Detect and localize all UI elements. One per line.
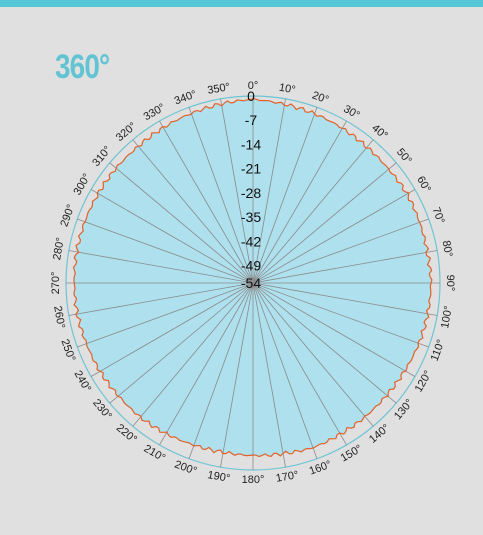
angle-spoke xyxy=(159,282,254,446)
angle-tick-label: 270° xyxy=(50,272,62,295)
angle-spoke xyxy=(77,218,254,284)
radial-tick-label: -54 xyxy=(241,275,261,291)
radial-tick-label: 0 xyxy=(247,88,255,104)
angle-tick-label: 350° xyxy=(207,81,232,97)
top-accent-bar xyxy=(0,0,483,7)
angle-spoke xyxy=(90,282,254,377)
angle-spoke xyxy=(220,98,254,284)
angle-tick-label: 160° xyxy=(308,459,333,478)
angle-spoke xyxy=(252,139,374,284)
angle-spoke xyxy=(77,282,254,348)
angle-spoke xyxy=(109,162,254,284)
angle-spoke xyxy=(252,162,397,284)
angle-spoke xyxy=(252,282,429,348)
angle-tick-label: 180° xyxy=(242,474,265,486)
angle-tick-label: 210° xyxy=(142,443,168,465)
angle-tick-label: 60° xyxy=(414,174,433,194)
angle-spoke xyxy=(220,282,254,468)
angle-spoke xyxy=(252,189,416,284)
angle-spoke xyxy=(252,282,438,316)
radial-tick-label: -28 xyxy=(241,185,261,201)
angle-spoke xyxy=(132,139,254,284)
radial-tick-label: -14 xyxy=(241,137,261,153)
angle-tick-label: 130° xyxy=(392,397,416,422)
angle-tick-label: 100° xyxy=(439,305,455,330)
angle-spoke xyxy=(68,282,254,316)
angle-tick-label: 280° xyxy=(51,237,67,262)
angle-tick-label: 20° xyxy=(311,89,331,106)
angle-spoke xyxy=(252,218,429,284)
angle-spoke xyxy=(159,120,254,284)
radial-tick-label: -35 xyxy=(241,209,261,225)
angle-tick-label: 90° xyxy=(444,275,456,292)
angle-spoke xyxy=(252,282,397,404)
angle-tick-label: 150° xyxy=(339,443,365,465)
pattern-trace xyxy=(72,98,433,458)
angle-tick-label: 0° xyxy=(248,80,259,92)
angle-tick-label: 320° xyxy=(114,120,139,144)
angle-tick-label: 330° xyxy=(142,102,168,124)
angle-spoke xyxy=(132,282,254,427)
angle-spoke xyxy=(252,98,286,284)
angle-tick-label: 220° xyxy=(114,422,139,446)
angle-tick-label: 250° xyxy=(58,338,77,363)
radial-tick-label: -49 xyxy=(241,258,261,274)
angle-tick-label: 260° xyxy=(51,305,67,330)
angle-tick-label: 240° xyxy=(72,369,94,395)
angle-spoke xyxy=(68,250,254,284)
angle-spoke xyxy=(252,250,438,284)
angle-spoke xyxy=(252,282,416,377)
angle-spoke xyxy=(188,282,254,459)
angle-spokes xyxy=(66,96,440,470)
angle-spoke xyxy=(252,282,347,446)
angle-tick-label: 120° xyxy=(413,369,435,395)
angle-tick-label: 10° xyxy=(278,82,296,97)
angle-tick-label: 200° xyxy=(173,459,198,478)
radial-tick-label: -7 xyxy=(245,112,258,128)
panel-title: 360° xyxy=(55,48,110,86)
angle-spoke xyxy=(188,107,254,284)
angle-tick-label: 140° xyxy=(367,422,392,446)
angle-tick-label: 170° xyxy=(275,469,300,485)
angle-tick-label: 30° xyxy=(341,103,361,122)
angle-tick-label: 300° xyxy=(72,172,94,198)
angle-spoke xyxy=(109,282,254,404)
angle-tick-label: 110° xyxy=(429,338,448,363)
angle-spoke xyxy=(252,120,347,284)
angle-tick-label: 230° xyxy=(90,397,114,422)
angle-tick-label: 290° xyxy=(58,203,77,228)
angle-tick-label: 310° xyxy=(90,144,114,169)
angle-tick-label: 340° xyxy=(173,88,198,107)
angle-tick-label: 80° xyxy=(440,240,455,258)
angle-spoke xyxy=(252,282,286,468)
radial-tick-label: -42 xyxy=(241,233,261,249)
angle-spoke xyxy=(90,189,254,284)
angle-spoke xyxy=(252,282,374,427)
angle-tick-label: 190° xyxy=(207,469,232,485)
angle-spoke xyxy=(252,107,318,284)
radial-tick-label: -21 xyxy=(241,161,261,177)
radial-tick-labels: 0 -7 -14 -21 -28 -35 -42 -49-54 xyxy=(241,88,261,291)
angle-spoke xyxy=(252,282,318,459)
angle-tick-label: 70° xyxy=(430,206,447,226)
pattern-trace-layer xyxy=(72,98,433,458)
